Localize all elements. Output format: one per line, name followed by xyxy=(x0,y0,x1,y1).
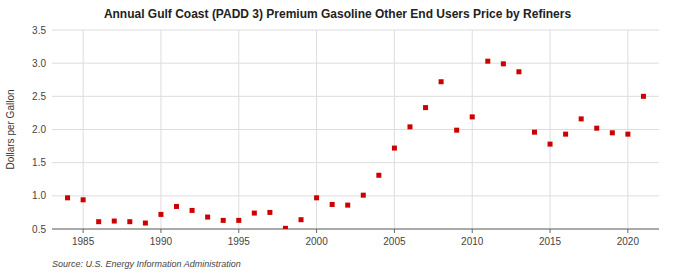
x-tick xyxy=(316,229,317,233)
source: Source: U.S. Energy Information Administ… xyxy=(52,259,241,269)
point xyxy=(594,126,599,131)
point xyxy=(330,202,335,207)
point xyxy=(205,215,210,220)
x-grid-line xyxy=(160,30,161,229)
point xyxy=(625,132,630,137)
x-grid-line xyxy=(472,30,473,229)
point xyxy=(439,79,444,84)
x-tick-label: 2010 xyxy=(461,236,484,247)
y-grid-line xyxy=(52,96,659,97)
x-grid-line xyxy=(394,30,395,229)
point xyxy=(516,69,521,74)
y-tick-label: 3.5 xyxy=(32,25,46,36)
point xyxy=(283,226,288,229)
point xyxy=(423,105,428,110)
x-tick xyxy=(472,229,473,233)
point xyxy=(127,219,132,224)
point xyxy=(485,59,490,64)
point xyxy=(579,116,584,121)
x-tick xyxy=(83,229,84,233)
point xyxy=(548,142,553,147)
x-tick-label: 1985 xyxy=(72,236,95,247)
y-tick-label: 1.0 xyxy=(32,190,46,201)
point xyxy=(563,132,568,137)
point xyxy=(299,217,304,222)
point xyxy=(376,173,381,178)
point xyxy=(641,94,646,99)
y-tick-label: 3.0 xyxy=(32,58,46,69)
x-tick-label: 2005 xyxy=(383,236,406,247)
x-tick-label: 1990 xyxy=(150,236,173,247)
x-tick-label: 2000 xyxy=(305,236,328,247)
y-grid-line xyxy=(52,30,659,31)
x-grid-line xyxy=(238,30,239,229)
point xyxy=(314,195,319,200)
y-grid-line xyxy=(52,129,659,130)
chart: Annual Gulf Coast (PADD 3) Premium Gasol… xyxy=(0,0,675,275)
point xyxy=(501,61,506,66)
y-tick-label: 2.0 xyxy=(32,124,46,135)
point xyxy=(221,218,226,223)
point xyxy=(112,219,117,224)
x-grid-line xyxy=(550,30,551,229)
point xyxy=(267,210,272,215)
point xyxy=(470,114,475,119)
x-tick-label: 1995 xyxy=(228,236,251,247)
y-tick-label: 1.5 xyxy=(32,157,46,168)
x-tick-label: 2015 xyxy=(539,236,562,247)
point xyxy=(610,130,615,135)
point xyxy=(236,218,241,223)
point xyxy=(392,146,397,151)
x-tick xyxy=(550,229,551,233)
y-grid-line xyxy=(52,229,659,230)
y-tick-label: 2.5 xyxy=(32,91,46,102)
x-tick-label: 2020 xyxy=(617,236,640,247)
point xyxy=(65,195,70,200)
y-tick-label: 0.5 xyxy=(32,224,46,235)
point xyxy=(81,197,86,202)
y-grid-line xyxy=(52,63,659,64)
points xyxy=(65,59,646,229)
point xyxy=(174,204,179,209)
x-tick xyxy=(238,229,239,233)
point xyxy=(158,212,163,217)
point xyxy=(190,208,195,213)
point xyxy=(407,124,412,129)
y-axis-label: Dollars per Gallon xyxy=(5,89,16,169)
x-axis-line xyxy=(52,229,659,230)
x-grid-line xyxy=(627,30,628,229)
point xyxy=(532,130,537,135)
point xyxy=(361,193,366,198)
point xyxy=(96,219,101,224)
y-grid-line xyxy=(52,162,659,163)
point xyxy=(454,128,459,133)
point xyxy=(252,211,257,216)
point xyxy=(345,203,350,208)
x-tick xyxy=(627,229,628,233)
x-tick xyxy=(394,229,395,233)
y-grid-line xyxy=(52,195,659,196)
title: Annual Gulf Coast (PADD 3) Premium Gasol… xyxy=(104,7,572,21)
x-tick xyxy=(160,229,161,233)
point xyxy=(143,221,148,226)
grid xyxy=(52,30,659,229)
